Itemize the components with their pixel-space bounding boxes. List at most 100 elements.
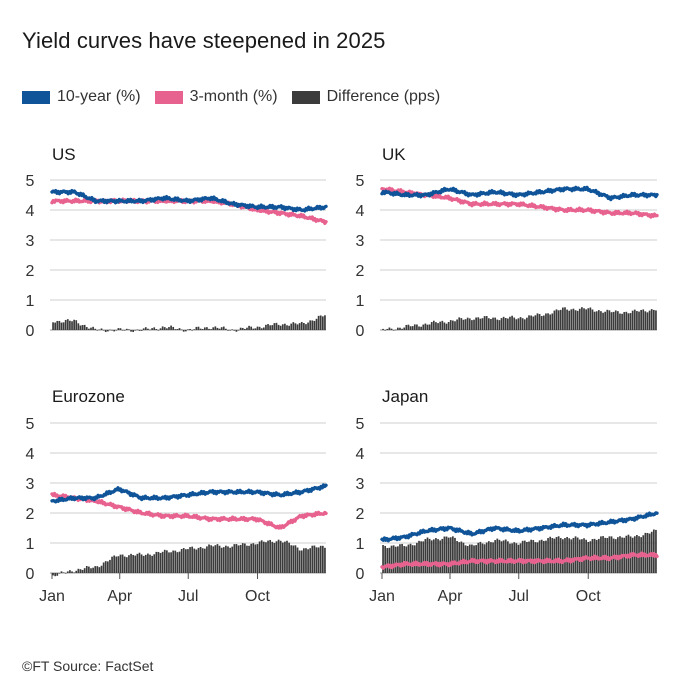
x-tick-eurozone-apr: Apr bbox=[107, 588, 133, 605]
difference-bar-us bbox=[313, 320, 316, 330]
y-tick-eurozone-5: 5 bbox=[26, 416, 35, 433]
difference-bar-us bbox=[92, 326, 94, 330]
difference-bar-us bbox=[66, 319, 69, 330]
difference-bar-japan bbox=[576, 537, 579, 573]
difference-bar-uk bbox=[386, 328, 389, 330]
difference-bar-japan bbox=[485, 542, 488, 573]
difference-bar-eurozone bbox=[134, 555, 137, 573]
difference-bar-eurozone bbox=[119, 554, 122, 573]
difference-bar-us bbox=[201, 329, 204, 330]
difference-bar-eurozone bbox=[166, 550, 168, 573]
difference-bar-eurozone bbox=[92, 567, 94, 573]
line-10-year-eurozone bbox=[50, 483, 328, 504]
difference-bar-us bbox=[125, 328, 128, 330]
difference-bar-eurozone bbox=[298, 550, 301, 573]
y-tick-japan-5: 5 bbox=[356, 416, 365, 433]
difference-bar-us bbox=[277, 324, 280, 330]
difference-bar-eurozone bbox=[85, 566, 88, 573]
difference-bar-uk bbox=[557, 310, 560, 330]
difference-bar-uk bbox=[424, 323, 427, 330]
difference-bar-uk bbox=[576, 310, 579, 330]
difference-bar-us bbox=[273, 323, 276, 330]
difference-bar-uk bbox=[536, 313, 539, 330]
difference-bar-japan bbox=[500, 541, 503, 573]
difference-bar-us bbox=[235, 330, 238, 332]
difference-bar-eurozone bbox=[265, 542, 267, 573]
difference-bar-us bbox=[237, 329, 240, 331]
difference-bar-us bbox=[279, 325, 282, 330]
difference-bar-us bbox=[58, 320, 61, 330]
y-tick-uk-1: 1 bbox=[356, 293, 365, 310]
x-tick-japan-apr: Apr bbox=[438, 588, 464, 605]
difference-bar-eurozone bbox=[115, 556, 118, 573]
legend-item-3-month: 3-month (%) bbox=[154, 88, 278, 106]
difference-bar-us bbox=[147, 328, 149, 330]
legend-swatch-3-month bbox=[154, 90, 183, 104]
difference-bar-uk bbox=[595, 311, 598, 330]
difference-bar-us bbox=[184, 330, 187, 332]
difference-bar-uk bbox=[485, 316, 488, 330]
difference-bar-uk bbox=[655, 310, 657, 330]
difference-bar-japan bbox=[454, 537, 456, 573]
difference-bar-us bbox=[208, 328, 210, 330]
difference-bar-eurozone bbox=[54, 573, 57, 577]
difference-bar-japan bbox=[496, 538, 499, 573]
difference-bar-eurozone bbox=[184, 549, 187, 573]
difference-bar-us bbox=[212, 327, 215, 330]
difference-bar-eurozone bbox=[187, 549, 189, 573]
difference-bar-eurozone bbox=[159, 552, 162, 573]
difference-bar-eurozone bbox=[256, 544, 259, 573]
difference-bar-uk bbox=[540, 316, 543, 330]
difference-bar-us bbox=[246, 327, 248, 330]
difference-bar-japan bbox=[574, 536, 577, 573]
difference-bar-japan bbox=[487, 541, 490, 573]
line-10-year-us bbox=[50, 188, 328, 213]
difference-bar-japan bbox=[407, 544, 410, 573]
difference-bar-japan bbox=[526, 541, 528, 573]
difference-bar-us bbox=[262, 327, 265, 330]
difference-bar-uk bbox=[538, 314, 541, 330]
difference-bar-uk bbox=[447, 322, 450, 330]
difference-bar-us bbox=[155, 328, 158, 330]
difference-bar-us bbox=[159, 328, 162, 330]
difference-bar-eurozone bbox=[111, 556, 113, 573]
difference-bar-eurozone bbox=[315, 547, 318, 573]
difference-bar-eurozone bbox=[220, 547, 223, 573]
line-3-month-japan bbox=[380, 551, 659, 570]
difference-bar-uk bbox=[631, 310, 634, 330]
difference-bar-us bbox=[113, 330, 116, 332]
difference-bar-eurozone bbox=[262, 541, 265, 573]
difference-bar-eurozone bbox=[271, 541, 274, 573]
difference-bar-us bbox=[140, 330, 143, 331]
difference-bar-eurozone bbox=[90, 568, 92, 573]
x-tick-eurozone-jan: Jan bbox=[39, 588, 65, 605]
difference-bar-us bbox=[149, 329, 151, 331]
difference-bar-uk bbox=[390, 328, 393, 330]
panel-title-uk: UK bbox=[382, 145, 406, 164]
difference-bar-us bbox=[252, 328, 255, 330]
difference-bar-us bbox=[284, 323, 286, 330]
difference-bar-uk bbox=[511, 315, 513, 330]
difference-bar-japan bbox=[492, 542, 494, 573]
difference-bar-uk bbox=[494, 317, 497, 330]
difference-bar-us bbox=[248, 325, 250, 330]
difference-bar-us bbox=[290, 323, 293, 330]
difference-bar-us bbox=[191, 330, 194, 331]
difference-bar-uk bbox=[638, 311, 640, 330]
difference-bar-eurozone bbox=[96, 566, 99, 573]
difference-bar-japan bbox=[428, 538, 431, 573]
difference-bar-eurozone bbox=[155, 551, 158, 573]
difference-bar-eurozone bbox=[69, 570, 71, 573]
difference-bar-uk bbox=[629, 313, 632, 330]
difference-bar-eurozone bbox=[62, 572, 65, 573]
difference-bar-eurozone bbox=[142, 555, 145, 573]
difference-bar-uk bbox=[646, 312, 649, 330]
difference-bar-uk bbox=[409, 326, 412, 330]
difference-bar-uk bbox=[542, 315, 545, 330]
difference-bar-eurozone bbox=[292, 545, 295, 573]
difference-bar-us bbox=[281, 324, 284, 330]
difference-bar-uk bbox=[473, 319, 475, 330]
difference-bar-eurozone bbox=[195, 549, 198, 573]
difference-bar-us bbox=[81, 325, 84, 330]
difference-bar-us bbox=[303, 323, 305, 330]
